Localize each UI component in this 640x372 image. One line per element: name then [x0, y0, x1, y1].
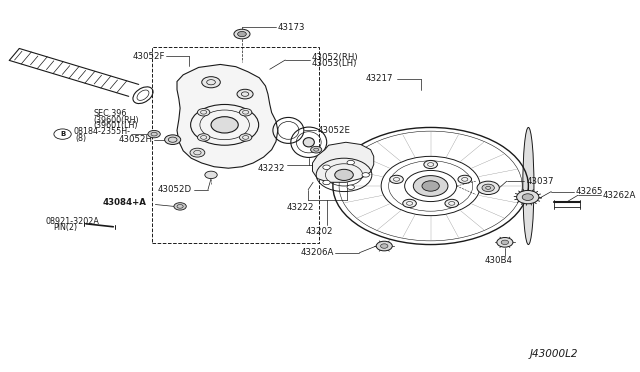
Circle shape [376, 241, 392, 251]
Text: 43052D: 43052D [157, 185, 191, 194]
Circle shape [148, 131, 160, 138]
Polygon shape [312, 142, 374, 182]
Circle shape [501, 240, 509, 244]
Circle shape [234, 29, 250, 39]
Text: 43232: 43232 [258, 164, 285, 173]
Text: SEC.396: SEC.396 [93, 109, 127, 118]
Circle shape [174, 203, 186, 210]
Text: (8): (8) [75, 134, 86, 143]
Circle shape [310, 146, 322, 153]
Text: 43202: 43202 [305, 227, 333, 236]
Circle shape [445, 199, 458, 208]
Circle shape [323, 165, 330, 170]
Text: 43262A: 43262A [603, 191, 636, 200]
Text: 08184-2355H-: 08184-2355H- [74, 127, 131, 137]
Circle shape [237, 89, 253, 99]
Ellipse shape [523, 128, 534, 244]
Circle shape [335, 169, 353, 180]
Text: (39600(RH): (39600(RH) [93, 116, 139, 125]
Polygon shape [177, 64, 278, 168]
Circle shape [477, 181, 499, 195]
Circle shape [522, 194, 533, 201]
Text: 43173: 43173 [278, 23, 305, 32]
Text: 43052(RH): 43052(RH) [312, 53, 358, 62]
Text: PIN(2): PIN(2) [53, 223, 77, 232]
Text: 43053(LH): 43053(LH) [312, 59, 357, 68]
Text: 43265: 43265 [576, 187, 604, 196]
Circle shape [482, 184, 494, 192]
Circle shape [198, 109, 210, 116]
Circle shape [198, 134, 210, 141]
Circle shape [190, 148, 205, 157]
Circle shape [205, 171, 217, 179]
Bar [152, 47, 319, 243]
Circle shape [237, 32, 246, 37]
Text: 08921-3202A: 08921-3202A [46, 218, 100, 227]
Circle shape [422, 181, 439, 191]
Circle shape [403, 199, 417, 208]
Text: 43084+A: 43084+A [103, 198, 147, 207]
Circle shape [362, 173, 369, 177]
Circle shape [323, 180, 330, 185]
Ellipse shape [303, 138, 314, 147]
Text: 43217: 43217 [366, 74, 394, 83]
Text: 43222: 43222 [287, 203, 314, 212]
Text: 43206A: 43206A [300, 248, 333, 257]
Circle shape [390, 175, 403, 183]
Circle shape [239, 109, 252, 116]
Text: B: B [60, 131, 65, 137]
Circle shape [347, 160, 355, 165]
Circle shape [202, 77, 220, 88]
Text: 43052F: 43052F [132, 52, 164, 61]
Circle shape [516, 190, 539, 204]
Circle shape [164, 135, 180, 144]
Text: 43037: 43037 [527, 177, 554, 186]
Circle shape [211, 117, 238, 133]
Text: (39601(LH): (39601(LH) [93, 122, 138, 131]
Circle shape [413, 176, 448, 196]
Text: 430B4: 430B4 [484, 256, 513, 265]
Circle shape [381, 244, 388, 248]
Circle shape [497, 237, 513, 247]
Circle shape [458, 175, 472, 183]
Circle shape [424, 160, 438, 169]
Text: J43000L2: J43000L2 [530, 349, 578, 359]
Text: 43052E: 43052E [318, 126, 351, 135]
Circle shape [347, 185, 355, 189]
Text: 43052H: 43052H [118, 135, 152, 144]
Circle shape [239, 134, 252, 141]
